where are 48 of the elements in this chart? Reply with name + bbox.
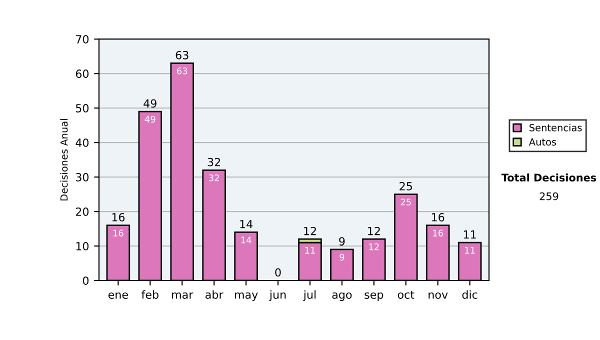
total-label: 11 — [464, 230, 476, 239]
text: 259 — [540, 192, 558, 200]
total-label: 25 — [400, 182, 412, 190]
data-label: 9 — [340, 254, 344, 261]
total-label: 16 — [432, 213, 444, 222]
x-tick-label: mar — [172, 292, 194, 299]
y-tick-label: 10 — [76, 242, 89, 250]
x-tick-label: may — [234, 292, 258, 301]
data-label: 16 — [433, 230, 444, 236]
total-label: 32 — [208, 158, 220, 166]
data-label: 25 — [400, 198, 411, 206]
x-tick-label: sep — [364, 292, 384, 301]
text: Total Decisiones — [501, 173, 596, 182]
y-tick-label: 70 — [76, 35, 89, 44]
data-label: 32 — [209, 174, 219, 182]
x-tick-label: jul — [303, 290, 316, 301]
total-label: 12 — [304, 226, 316, 236]
x-tick-label: oct — [398, 290, 414, 299]
x-tick-label: abr — [206, 290, 224, 299]
x-tick-label: dic — [462, 290, 478, 299]
total-label: 16 — [112, 213, 125, 222]
total-label: 9 — [339, 237, 345, 246]
x-tick-label: jun — [269, 290, 286, 301]
x-tick-label: nov — [428, 292, 448, 299]
y-tick-label: 50 — [76, 104, 89, 112]
data-label: 11 — [305, 246, 315, 254]
total-label: 63 — [176, 50, 188, 60]
total-label: 14 — [240, 220, 252, 228]
data-label: 49 — [144, 116, 156, 123]
data-label: 63 — [177, 68, 188, 74]
y-tick-label: 20 — [76, 208, 89, 216]
legend-label: Autos — [528, 138, 556, 146]
data-label: 11 — [465, 246, 475, 254]
total-label: 12 — [368, 226, 380, 236]
data-label: 16 — [113, 230, 124, 236]
y-tick-label: 40 — [76, 138, 89, 147]
data-label: 12 — [369, 243, 379, 250]
y-tick-label: 60 — [76, 70, 89, 78]
total-label: 49 — [144, 99, 156, 108]
legend-label: Sentencias — [530, 124, 582, 132]
data-label: 14 — [241, 236, 252, 244]
y-tick-label: 30 — [76, 173, 89, 182]
x-tick-label: ago — [332, 292, 352, 301]
y-axis-title: Decisiones Anual — [60, 119, 68, 200]
x-tick-label: ene — [108, 292, 128, 299]
y-tick-label: 0 — [82, 276, 89, 285]
total-label: 0 — [275, 268, 281, 277]
x-tick-label: feb — [142, 290, 158, 299]
